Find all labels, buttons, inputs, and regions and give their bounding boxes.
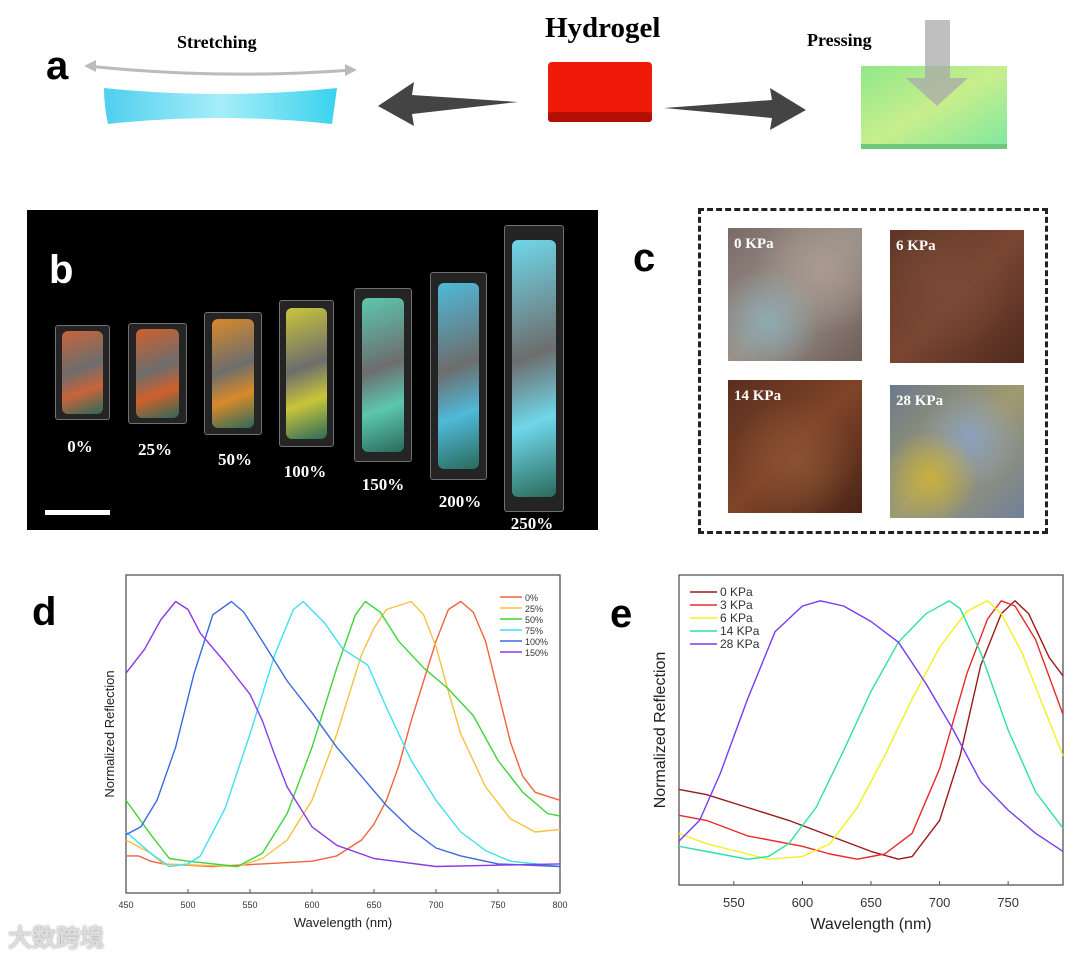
hydrogel-strip [430,272,487,480]
series-line-0 [126,600,561,868]
series-line-6KPa [678,600,1064,860]
strain-label: 250% [510,514,554,533]
legend-label: 14 KPa [720,624,760,638]
hydrogel-strip [504,225,564,512]
x-tick-label: 750 [997,895,1019,910]
y-axis-label: Normalized Reflection [652,652,669,809]
strain-label: 25% [138,440,172,459]
strip-gel [361,297,405,453]
hydrogel-strip [279,300,334,447]
series-line-150 [125,600,561,868]
photo-label: 28 KPa [896,393,944,409]
legend-label: 100% [525,637,548,647]
panel-label-a: a [46,44,69,88]
series-line-0KPa [678,600,1064,860]
photo-0kpa: 0 KPa [728,228,862,361]
strip-gel [437,283,480,469]
x-axis-label: Wavelength (nm) [810,916,931,933]
legend-label: 0 KPa [720,585,753,599]
x-tick-label: 650 [366,900,381,910]
legend-label: 6 KPa [720,611,753,625]
x-tick-label: 500 [180,900,195,910]
legend-label: 75% [525,626,543,636]
legend-label: 3 KPa [720,598,753,612]
strip-gel [135,328,180,419]
x-tick-label: 650 [860,895,882,910]
legend-label: 150% [525,648,548,658]
photo-label: 6 KPa [896,238,936,254]
x-tick-label: 600 [792,895,814,910]
series-line-3KPa [678,600,1064,860]
right-arrow-icon [664,88,806,130]
stretching-caption: Stretching [177,32,257,52]
stretching-photo-panel: b 0% 25% 50% 100% 150% 200% 250% [27,210,598,533]
strip-gel [62,330,103,415]
photo-14kpa: 14 KPa [728,380,862,513]
pressing-caption: Pressing [807,30,872,50]
series-line-28KPa [678,600,1064,852]
x-tick-label: 450 [118,900,133,910]
y-axis-label: Normalized Reflection [102,670,117,797]
x-tick-label: 800 [552,900,567,910]
x-tick-label: 550 [723,895,745,910]
strain-label: 50% [218,450,252,469]
stretched-hydrogel [104,88,337,124]
hydrogel-strip [128,323,187,424]
legend-label: 50% [525,615,543,625]
panel-label-b: b [49,248,74,292]
photo-6kpa: 6 KPa [890,230,1024,363]
hydrogel-strip [204,312,262,435]
stretch-double-arrow-icon [87,64,353,76]
legend-label: 25% [525,604,543,614]
strip-gel [511,240,557,497]
panel-label-c: c [633,236,656,280]
watermark: 大数跨境 [8,925,104,952]
series-line-25 [125,600,561,868]
x-axis-label: Wavelength (nm) [294,915,393,930]
strip-gel [286,308,327,439]
strain-label: 150% [361,475,405,494]
series-line-100 [125,600,561,868]
photo-28kpa: 28 KPa [890,385,1024,518]
x-tick-label: 750 [490,900,505,910]
series-line-50 [125,600,561,868]
strain-label: 200% [438,492,482,511]
series-line-14KPa [678,600,1064,860]
hydrogel-strip [354,288,412,462]
schematic-illustration [84,20,1007,149]
hydrogel-title: Hydrogel [545,12,661,44]
x-tick-label: 550 [242,900,257,910]
legend-label: 0% [525,593,538,603]
strain-label: 100% [283,462,327,481]
panel-label-d: d [32,590,57,634]
series-line-75 [125,600,561,868]
photo-label: 14 KPa [734,388,782,404]
x-tick-label: 600 [304,900,319,910]
hydrogel-block [548,62,652,122]
scale-bar [45,510,110,515]
left-arrow-icon [378,82,518,126]
strip-gel [211,319,255,428]
press-arrow-icon [906,20,968,106]
x-tick-label: 700 [929,895,951,910]
chart-e: 550 600 650 700 750 Wavelength (nm) Normalized… [652,574,1064,933]
panel-label-e: e [610,592,633,636]
strain-label: 0% [67,437,93,456]
photo-label: 0 KPa [734,236,774,252]
plot-frame [125,574,561,894]
legend-label: 28 KPa [720,637,760,651]
x-tick-label: 700 [428,900,443,910]
chart-d: 450 500 550 600 650 700 750 800 Wavelength (nm) N… [102,574,568,930]
pressing-photo-panel: 0 KPa 6 KPa 14 KPa 28 KPa [698,208,1048,534]
hydrogel-strip [55,325,110,420]
